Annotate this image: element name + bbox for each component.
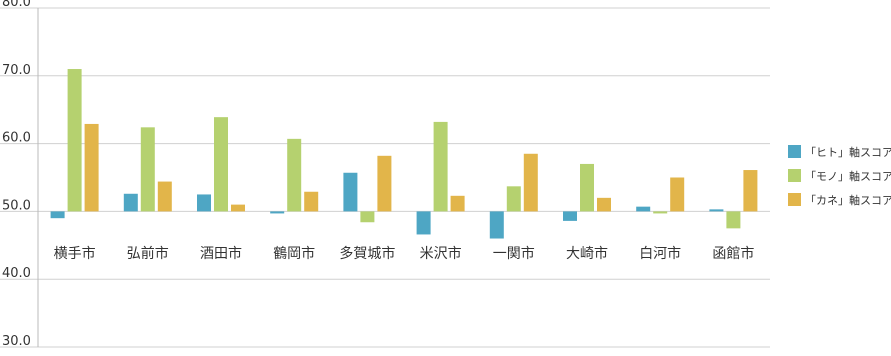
bar [50, 211, 65, 219]
y-tick-label: 50.0 [2, 198, 31, 213]
x-tick-label: 弘前市 [127, 245, 169, 262]
bar [140, 127, 155, 212]
y-tick-label: 70.0 [2, 63, 31, 78]
bar [580, 163, 594, 212]
bar [304, 191, 319, 212]
bar [343, 172, 358, 212]
x-tick-label: 多賀城市 [339, 245, 395, 262]
x-tick-label: 横手市 [54, 245, 96, 262]
bar [287, 138, 302, 212]
x-tick-label: 鶴岡市 [273, 245, 315, 262]
bar [636, 206, 651, 212]
legend-swatch [788, 169, 801, 182]
bar [157, 181, 172, 212]
x-tick-label: 大崎市 [566, 245, 608, 262]
bar [231, 204, 245, 212]
bar [489, 211, 504, 239]
x-tick-label: 白河市 [639, 245, 681, 262]
y-tick-label: 40.0 [2, 266, 31, 281]
bar [416, 211, 431, 235]
legend-label: 「カネ」軸スコア [805, 193, 891, 207]
legend-label: 「モノ」軸スコア [805, 169, 891, 183]
bar [670, 177, 685, 212]
bar [84, 123, 99, 212]
bar [123, 193, 138, 212]
bar [450, 195, 465, 212]
bar [726, 211, 741, 229]
x-tick-label: 一関市 [493, 245, 535, 262]
bar [709, 209, 724, 212]
bar [743, 170, 758, 212]
bar [270, 211, 285, 214]
bar [653, 211, 668, 214]
bar [563, 211, 577, 221]
bar [377, 155, 392, 212]
y-tick-label: 80.0 [2, 0, 31, 10]
bar [506, 186, 521, 212]
y-tick-label: 30.0 [2, 334, 31, 349]
x-tick-label: 米沢市 [420, 245, 462, 262]
bar [433, 121, 448, 212]
bar [67, 69, 82, 212]
bar [597, 197, 611, 212]
legend-swatch [788, 193, 801, 206]
bar [523, 153, 538, 212]
bar [197, 194, 211, 212]
legend-label: 「ヒト」軸スコア [805, 145, 891, 159]
y-tick-label: 60.0 [2, 131, 31, 146]
bar [214, 117, 228, 212]
legend-swatch [788, 145, 801, 158]
x-tick-label: 酒田市 [200, 245, 242, 262]
x-tick-label: 函館市 [712, 245, 754, 262]
bar [360, 211, 375, 223]
